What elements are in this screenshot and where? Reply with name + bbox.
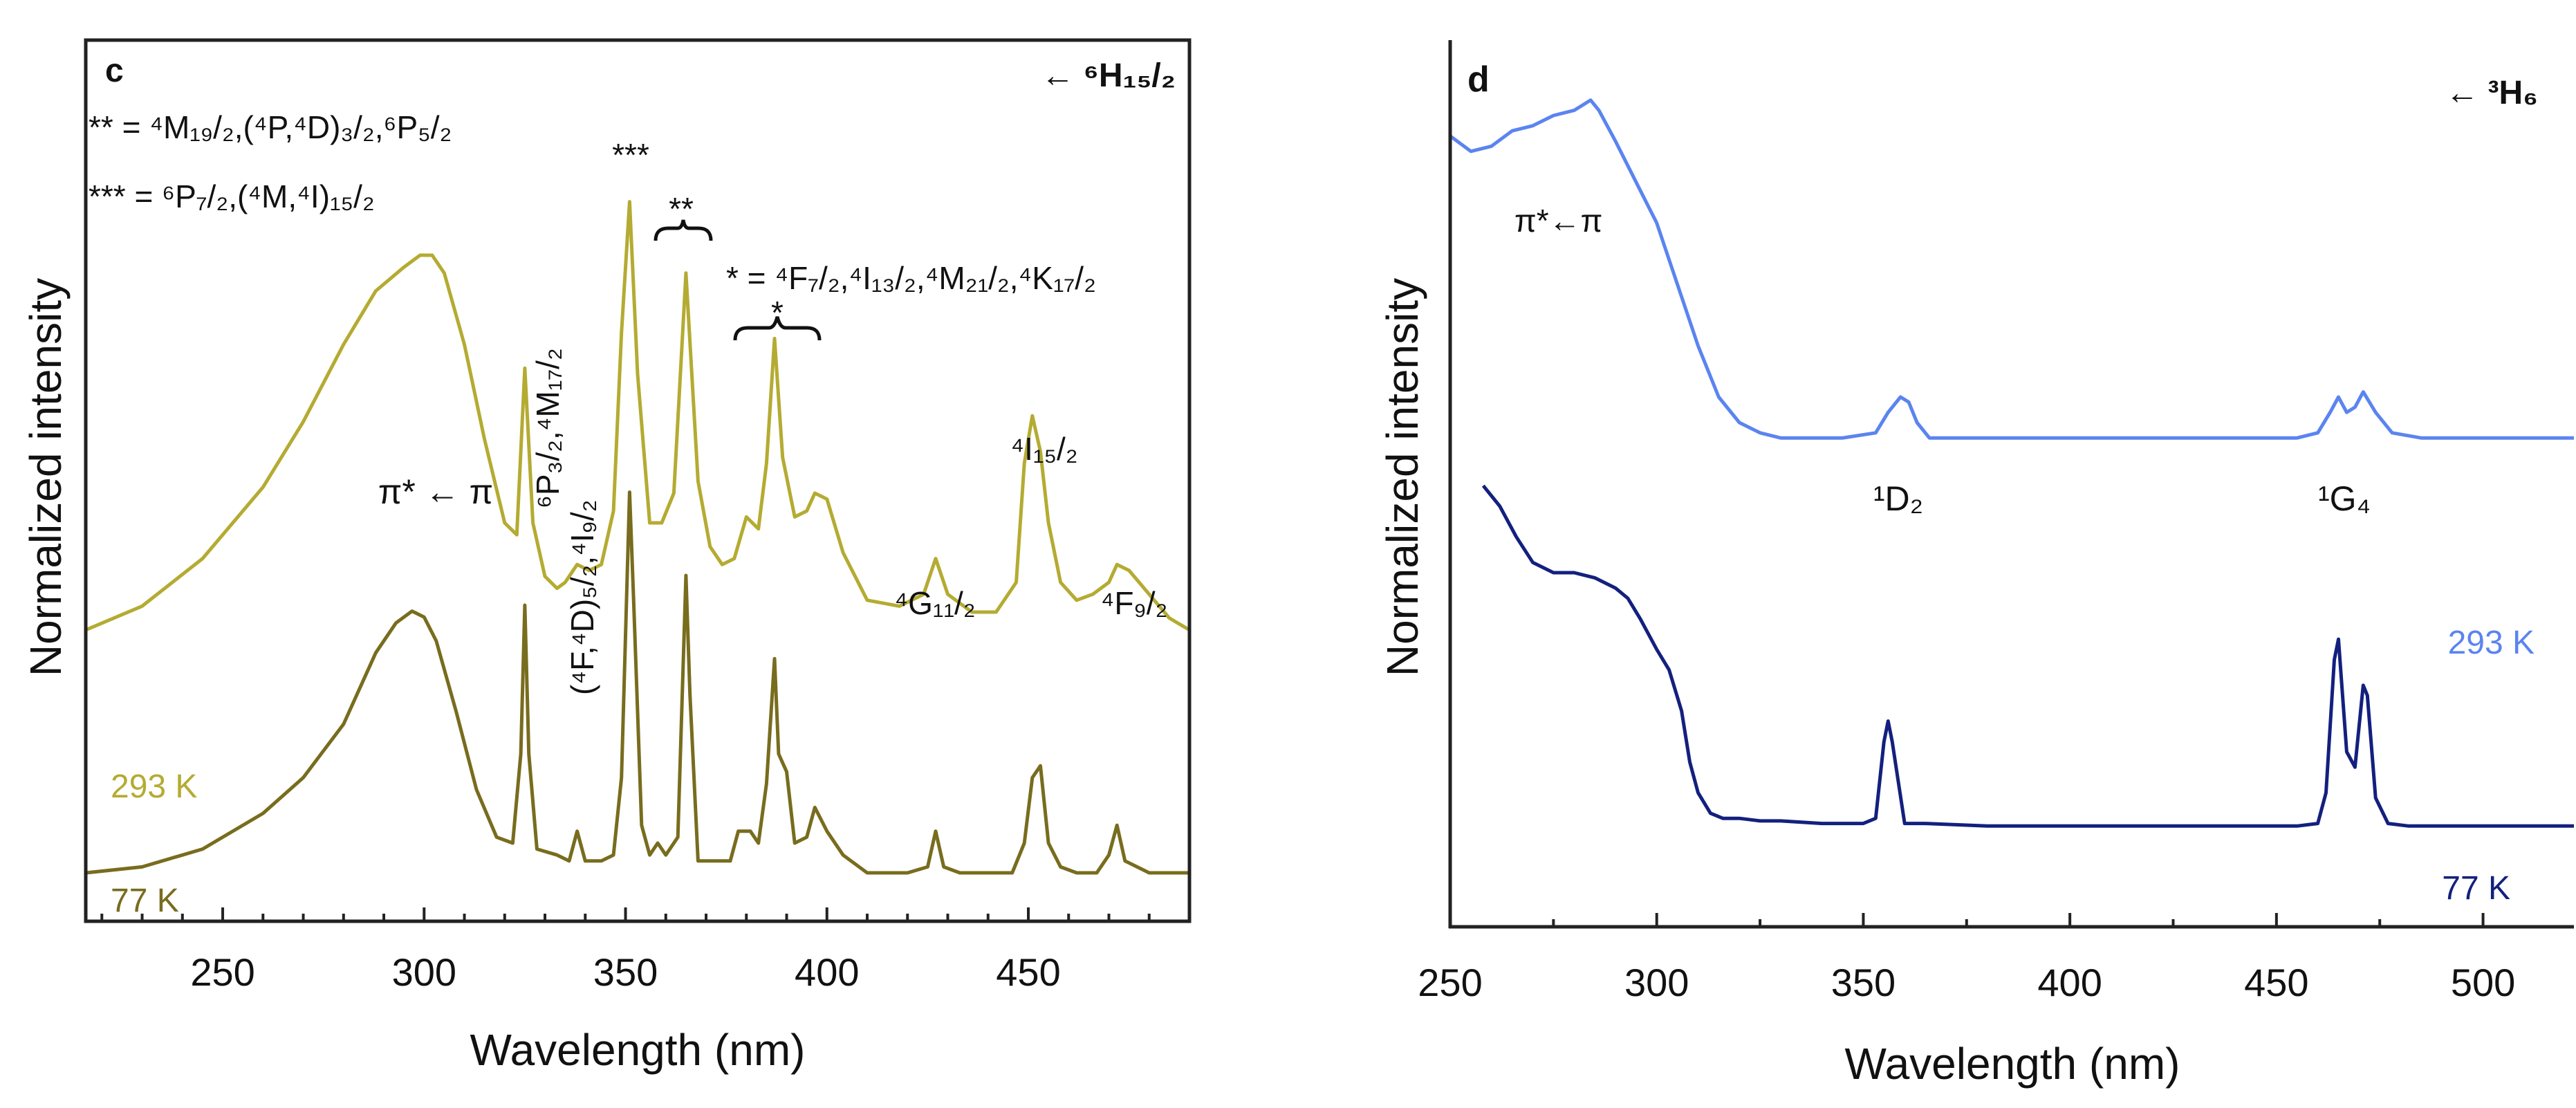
panel-d-title: ← ³H₆ xyxy=(2445,75,2538,111)
panel-d-series-label-293K: 293 K xyxy=(2448,625,2535,661)
panel-c-legend-note-1: ** = ⁴M₁₉/₂,(⁴P,⁴D)₃/₂,⁶P₅/₂ xyxy=(89,109,452,145)
panel-c-x-tick-label: 450 xyxy=(996,950,1060,994)
panel-d-ylabel: Normalized intensity xyxy=(1378,278,1427,676)
panel-d-x-tick-label: 400 xyxy=(2037,961,2102,1004)
panel-c-x-tick-label: 350 xyxy=(593,950,658,994)
panel-c-series-group xyxy=(85,200,1191,875)
panel-d-x-tick-label: 350 xyxy=(1831,961,1896,1004)
panel-d-series-group xyxy=(1449,98,2574,828)
panel-c-brace-double-star xyxy=(654,219,713,241)
panel-c-annotation-4G112: ⁴G₁₁/₂ xyxy=(894,585,975,621)
panel-c-legend-note-2: *** = ⁶P₇/₂,(⁴M,⁴I)₁₅/₂ xyxy=(89,178,375,214)
panel-d-x-tick-label: 250 xyxy=(1418,961,1482,1004)
panel-d-axes xyxy=(1448,40,2574,929)
panel-d-series-label-77K: 77 K xyxy=(2442,870,2510,907)
panel-c-annotation-pi: π* ← π xyxy=(378,472,493,511)
panel-d-series-line-293K xyxy=(1449,98,2574,440)
panel-c-ylabel: Normalized intensity xyxy=(21,278,71,676)
panel-c-title: ← ⁶H₁₅/₂ xyxy=(1041,57,1176,94)
panel-c-xlabel: Wavelength (nm) xyxy=(470,1025,806,1075)
panel-c-series-line-293K xyxy=(85,200,1191,632)
panel-c-series-label-77K: 77 K xyxy=(111,883,179,919)
panel-c-frame xyxy=(84,38,1192,923)
panel-c-x-tick-label: 400 xyxy=(795,950,859,994)
panel-d-annotation-pi: π*←π xyxy=(1514,203,1602,239)
panel-d-letter: d xyxy=(1467,59,1490,100)
panel-c-annotation-single-star-legend: * = ⁴F₇/₂,⁴I₁₃/₂,⁴M₂₁/₂,⁴K₁₇/₂ xyxy=(726,260,1096,296)
chart-panel-c: 250 300 350 400 450 c ← ⁶H₁₅/₂ ** = ⁴M₁₉/₂,(… xyxy=(21,38,1192,1075)
panel-c-annotation-6P32: ⁶P₃/₂,⁴M₁₇/₂ xyxy=(530,348,566,508)
panel-d-x-tick-label: 450 xyxy=(2244,961,2308,1004)
panel-d-xlabel: Wavelength (nm) xyxy=(1845,1039,2180,1089)
panel-d-x-tick-label: 500 xyxy=(2451,961,2515,1004)
panel-d-annotation-1G4: ¹G₄ xyxy=(2318,479,2371,518)
panel-c-x-tick-label: 250 xyxy=(190,950,254,994)
panel-c-series-label-293K: 293 K xyxy=(111,768,197,805)
panel-d-annotation-1D2: ¹D₂ xyxy=(1873,479,1923,518)
panel-c-letter: c xyxy=(105,53,124,89)
panel-d-axis-ticks: 250 300 350 400 450 500 xyxy=(1418,913,2515,1004)
panel-c-annotation-4F92: ⁴F₉/₂ xyxy=(1101,585,1168,621)
panel-c-x-tick-label: 300 xyxy=(392,950,456,994)
panel-c-annotation-4I152: ⁴I₁₅/₂ xyxy=(1010,431,1077,467)
panel-c-annotation-double-star: ** xyxy=(669,191,694,227)
chart-panel-d: 250 300 350 400 450 500 d ← ³H₆ π*←π ¹D₂ ¹G₄ … xyxy=(1378,40,2574,1089)
panel-c-annotation-triple-star: *** xyxy=(612,137,649,173)
panel-d-x-tick-label: 300 xyxy=(1624,961,1689,1004)
panel-c-annotation-4F4D: (⁴F,⁴D)₅/₂,⁴I₉/₂ xyxy=(564,499,600,695)
panel-c-brace-single-star xyxy=(733,316,822,341)
panel-d-series-line-77K xyxy=(1481,484,2574,828)
panel-c-axis-ticks: 250 300 350 400 450 xyxy=(100,907,1191,994)
panel-c-series-line-77K xyxy=(85,490,1189,875)
